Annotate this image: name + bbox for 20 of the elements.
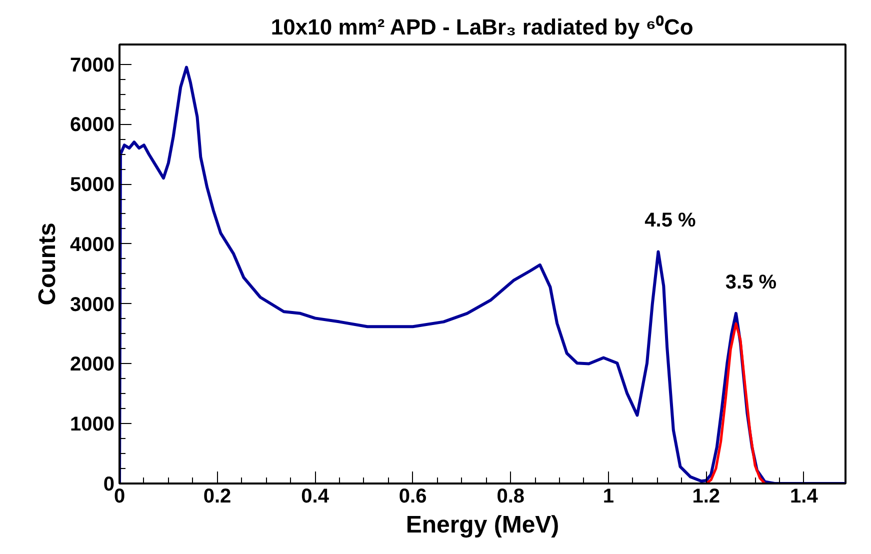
x-tick-label: 0.4	[301, 486, 330, 508]
x-axis-title: Energy (MeV)	[406, 512, 560, 538]
x-tick-label: 0.8	[496, 486, 525, 508]
y-tick-label: 5000	[70, 174, 115, 196]
y-tick-label: 4000	[70, 234, 115, 256]
x-tick-label: 1.4	[790, 486, 819, 508]
x-tick-label: 1	[602, 486, 614, 508]
annotation: 4.5 %	[644, 210, 696, 232]
x-tick-label: 0.6	[398, 486, 427, 508]
y-tick-label: 3000	[70, 294, 115, 316]
y-tick-label: 7000	[70, 54, 115, 76]
y-axis-title: Counts	[34, 222, 62, 306]
annotation: 3.5 %	[725, 271, 777, 294]
x-tick-label: 0.2	[203, 486, 232, 508]
x-tick-label: 1.2	[692, 486, 720, 508]
line-series	[704, 322, 766, 484]
y-tick-label: 6000	[70, 114, 115, 136]
y-tick-label: 1000	[70, 414, 115, 436]
chart-title: 10x10 mm² APD - LaBr₃ radiated by ⁶⁰Co	[270, 14, 694, 40]
y-tick-label: 2000	[70, 354, 115, 376]
